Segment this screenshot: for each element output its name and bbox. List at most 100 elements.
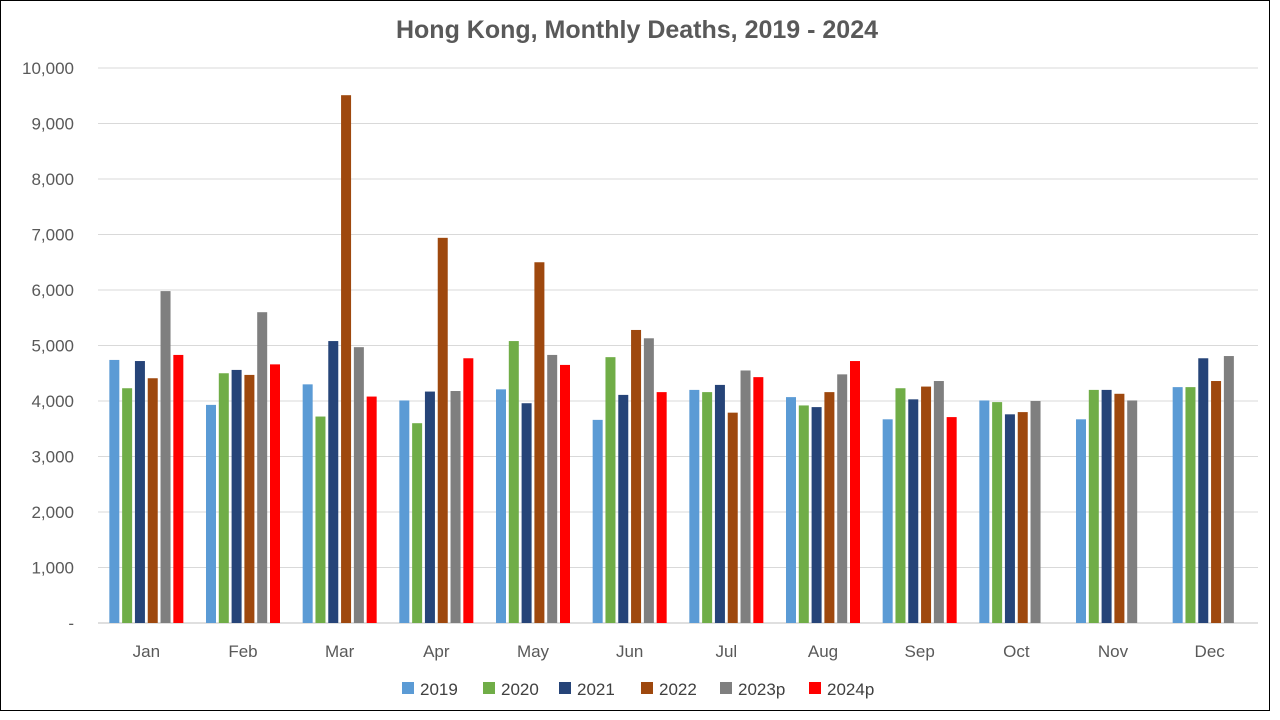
x-tick-label: Sep — [905, 642, 935, 661]
bar-mar-2024p — [366, 396, 377, 623]
bar-feb-2022 — [244, 374, 255, 623]
bar-dec-2019 — [1172, 387, 1183, 623]
bar-jan-2021 — [134, 361, 145, 623]
y-tick-label: 10,000 — [22, 59, 74, 78]
bar-apr-2024p — [463, 358, 474, 623]
bar-apr-2022 — [437, 237, 448, 623]
bar-jul-2020 — [702, 392, 713, 623]
y-tick-label: 4,000 — [31, 392, 74, 411]
bar-sep-2019 — [882, 419, 893, 623]
bar-feb-2021 — [231, 369, 242, 623]
bar-oct-2019 — [979, 400, 990, 623]
x-tick-label: Jul — [715, 642, 737, 661]
bar-feb-2023p — [257, 312, 268, 623]
bar-jan-2020 — [122, 388, 133, 623]
bar-nov-2021 — [1101, 389, 1112, 623]
bar-jun-2022 — [631, 329, 642, 623]
bar-jan-2022 — [147, 378, 158, 623]
bar-sep-2021 — [908, 399, 919, 623]
legend-swatch-2020 — [483, 682, 495, 694]
bar-nov-2019 — [1076, 419, 1086, 623]
bar-aug-2020 — [798, 405, 809, 623]
bar-jul-2022 — [727, 412, 738, 623]
bar-mar-2019 — [302, 384, 313, 623]
bar-feb-2020 — [218, 373, 229, 623]
y-tick-label: 6,000 — [31, 281, 74, 300]
legend-label-2019: 2019 — [420, 680, 458, 699]
bar-jun-2023p — [643, 338, 654, 623]
bar-aug-2022 — [824, 392, 835, 623]
bar-sep-2024p — [946, 417, 957, 623]
legend-label-2024p: 2024p — [827, 680, 874, 699]
bar-sep-2020 — [895, 388, 906, 623]
bar-feb-2019 — [206, 404, 216, 623]
bar-jun-2024p — [656, 392, 667, 623]
x-tick-label: Dec — [1195, 642, 1226, 661]
bar-aug-2024p — [850, 361, 860, 623]
bar-aug-2023p — [837, 374, 848, 623]
bar-jan-2019 — [109, 359, 120, 623]
bar-dec-2023p — [1223, 356, 1234, 623]
bar-aug-2019 — [786, 397, 796, 623]
bar-apr-2020 — [412, 423, 423, 623]
bar-may-2020 — [508, 341, 519, 623]
x-axis-tick-labels: Jan Feb Mar Apr May Jun Jul Aug Sep Oct Nov Dec — [133, 642, 1226, 661]
bar-apr-2019 — [399, 400, 410, 623]
bar-jul-2021 — [714, 384, 725, 623]
x-tick-label: Apr — [423, 642, 450, 661]
bar-apr-2023p — [450, 391, 461, 623]
bar-jun-2020 — [605, 357, 616, 623]
legend-swatch-2023p — [720, 682, 732, 694]
gridlines — [98, 67, 1258, 624]
bar-nov-2023p — [1127, 400, 1138, 623]
y-tick-label: 8,000 — [31, 170, 74, 189]
bar-may-2019 — [496, 389, 506, 623]
bar-jan-2024p — [173, 354, 184, 623]
chart-svg: Hong Kong, Monthly Deaths, 2019 - 2024 -… — [22, 16, 1258, 699]
bar-may-2021 — [521, 403, 532, 623]
bar-may-2023p — [547, 354, 558, 623]
x-tick-label: Mar — [325, 642, 355, 661]
legend-label-2020: 2020 — [501, 680, 539, 699]
legend-swatch-2022 — [641, 682, 653, 694]
legend-label-2023p: 2023p — [738, 680, 785, 699]
bar-may-2022 — [534, 262, 545, 623]
x-tick-label: Jun — [616, 642, 643, 661]
x-tick-label: May — [517, 642, 550, 661]
bar-mar-2020 — [315, 416, 326, 623]
legend-swatch-2021 — [559, 682, 571, 694]
bar-sep-2022 — [921, 386, 932, 623]
bar-jun-2021 — [618, 394, 629, 623]
bar-jun-2019 — [592, 419, 603, 623]
y-axis-tick-labels: - 1,000 2,000 3,000 4,000 5,000 6,000 7,000 8,00… — [22, 59, 74, 633]
legend: 2019 2020 2021 2022 2023p 2024p — [402, 680, 874, 699]
bar-nov-2020 — [1088, 389, 1099, 623]
legend-swatch-2024p — [809, 682, 821, 694]
chart-frame: Hong Kong, Monthly Deaths, 2019 - 2024 -… — [0, 0, 1270, 711]
bar-mar-2022 — [341, 95, 352, 623]
bar-oct-2023p — [1030, 401, 1041, 623]
y-tick-label: 5,000 — [31, 337, 74, 356]
bar-oct-2022 — [1017, 412, 1028, 623]
x-tick-label: Aug — [808, 642, 838, 661]
x-tick-label: Oct — [1003, 642, 1030, 661]
bar-jul-2024p — [753, 377, 764, 623]
bar-aug-2021 — [811, 407, 822, 623]
y-tick-label: 3,000 — [31, 448, 74, 467]
y-tick-label: 7,000 — [31, 226, 74, 245]
y-tick-label: 2,000 — [31, 503, 74, 522]
bar-jan-2023p — [160, 291, 171, 623]
legend-label-2021: 2021 — [577, 680, 615, 699]
bars — [109, 95, 1234, 623]
y-tick-label: - — [68, 614, 74, 633]
bar-jul-2023p — [740, 370, 751, 623]
bar-sep-2023p — [933, 381, 944, 623]
legend-label-2022: 2022 — [659, 680, 697, 699]
bar-mar-2021 — [328, 341, 339, 623]
bar-dec-2020 — [1185, 387, 1196, 623]
bar-oct-2020 — [992, 402, 1003, 623]
x-tick-label: Jan — [133, 642, 160, 661]
x-tick-label: Nov — [1098, 642, 1129, 661]
bar-mar-2023p — [353, 347, 364, 623]
bar-may-2024p — [560, 364, 570, 623]
